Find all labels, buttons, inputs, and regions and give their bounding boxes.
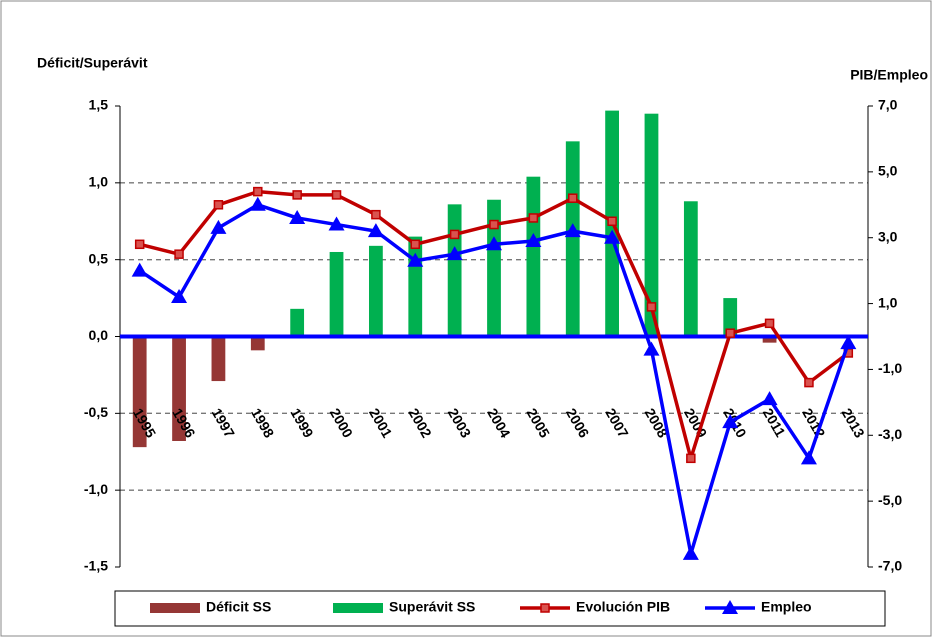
y-tick-label: 1,0 [89,174,109,190]
point [800,450,817,465]
legend-label: Superávit SS [389,599,475,615]
bar [329,251,344,337]
y-axis-title: Déficit/Superávit [37,55,148,71]
y2-tick-label: 5,0 [878,163,898,179]
bar [565,141,580,337]
point [643,341,660,356]
point [171,288,188,303]
point [761,391,778,406]
bar [290,308,305,337]
legend-label: Déficit SS [206,599,271,615]
point [407,252,424,267]
point [607,216,617,226]
legend-marker [722,600,738,614]
point [525,233,542,248]
bar [526,176,541,337]
point [722,414,739,429]
bar [762,336,777,343]
y2-tick-label: -5,0 [878,492,902,508]
y2-tick-label: 1,0 [878,294,898,310]
point [213,200,224,210]
point [804,377,814,388]
legend-marker [540,603,550,613]
bar [250,336,265,351]
y2-axis-title: PIB/Empleo [850,67,928,83]
point [686,453,696,464]
point [371,209,381,220]
legend-swatch [150,603,200,613]
bar [683,201,698,337]
point [210,219,227,234]
point [131,262,148,277]
point [486,236,502,251]
y2-tick-label: -7,0 [878,558,902,574]
point [764,318,775,329]
point [489,219,499,230]
bar [447,204,462,337]
bar [487,199,501,337]
point [604,229,621,244]
bar [172,336,186,441]
y-tick-label: -0,5 [84,404,108,420]
bar [132,336,147,448]
point [449,229,460,240]
point [328,216,345,231]
point [367,223,384,238]
y2-tick-label: 7,0 [878,97,898,113]
point [289,209,306,224]
bar [723,298,738,337]
bar [408,236,423,337]
y-tick-label: -1,5 [84,558,108,574]
point [682,545,699,560]
point [134,239,145,250]
point [174,249,184,259]
y2-tick-label: -1,0 [878,360,902,376]
point [253,186,263,197]
y-tick-label: 0,5 [89,250,109,266]
y-tick-label: 0,0 [89,327,109,343]
point [410,239,421,250]
point [567,193,578,203]
bar [211,336,226,382]
legend-box [114,590,886,627]
point [840,335,857,350]
legend-label: Empleo [761,599,812,615]
y2-tick-label: -3,0 [878,426,902,442]
point [446,246,463,261]
point [564,223,581,238]
y-tick-label: -1,0 [84,481,108,497]
legend-swatch [333,603,383,613]
point [292,190,302,200]
bar [369,245,383,337]
legend-label: Evolución PIB [576,599,670,615]
point [646,302,657,312]
y2-tick-label: 3,0 [878,228,898,244]
point [331,190,342,200]
bar [644,113,659,337]
point [249,196,266,211]
y-tick-label: 1,5 [89,97,109,113]
point [528,213,539,223]
point [725,328,735,338]
